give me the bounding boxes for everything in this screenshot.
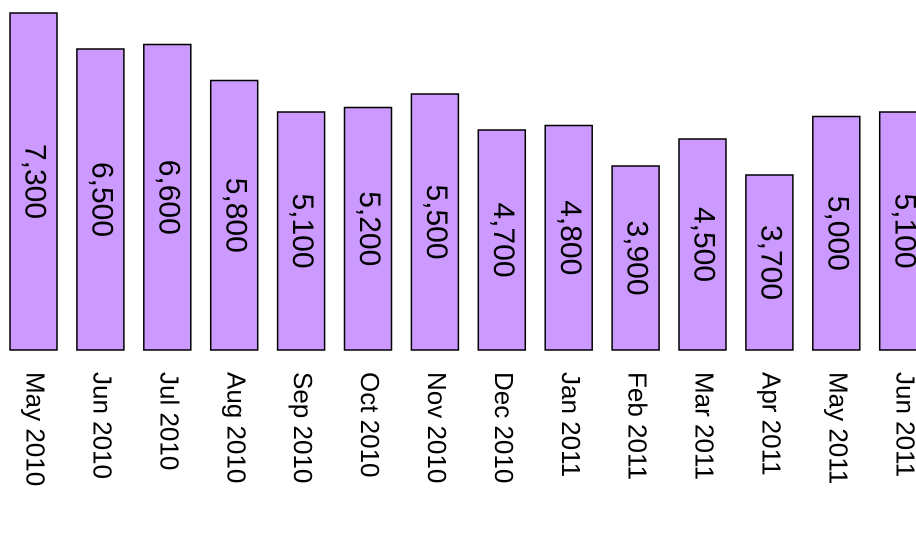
value-label: 3,900 xyxy=(621,220,654,295)
bar xyxy=(745,174,794,351)
x-tick-label: Feb 2011 xyxy=(623,372,653,480)
value-label: 4,500 xyxy=(688,207,721,282)
x-tick-label: Jul 2010 xyxy=(154,372,184,470)
x-tick-label: Aug 2010 xyxy=(221,372,251,483)
x-tick-label: Apr 2011 xyxy=(757,372,787,476)
bar xyxy=(678,138,727,351)
x-tick-label: Mar 2011 xyxy=(690,372,720,480)
bar xyxy=(343,106,393,351)
x-tick-label: Nov 2010 xyxy=(422,372,452,483)
value-label: 6,600 xyxy=(152,160,185,235)
value-label: 4,800 xyxy=(554,200,587,275)
bar xyxy=(812,115,861,351)
bar xyxy=(209,79,259,351)
value-label: 5,800 xyxy=(219,178,252,253)
bar xyxy=(410,93,460,351)
x-tick-label: Jan 2011 xyxy=(556,372,586,477)
x-tick-label: Sep 2010 xyxy=(288,372,318,483)
x-tick-label: Dec 2010 xyxy=(489,372,519,483)
bar xyxy=(9,12,58,351)
bar xyxy=(143,43,192,351)
bar xyxy=(76,48,125,351)
value-label: 4,700 xyxy=(487,202,520,277)
value-label: 5,500 xyxy=(420,184,453,259)
x-tick-label: May 2011 xyxy=(823,372,853,484)
x-tick-label: Oct 2010 xyxy=(355,372,385,478)
value-label: 6,500 xyxy=(85,162,118,237)
bar xyxy=(544,124,593,351)
value-label: 5,200 xyxy=(353,191,386,266)
bar xyxy=(878,111,916,351)
value-label: 5,100 xyxy=(888,193,916,268)
value-label: 5,000 xyxy=(821,196,854,271)
x-tick-label: May 2010 xyxy=(21,372,51,486)
bar xyxy=(276,111,326,351)
bar xyxy=(611,165,660,351)
value-label: 3,700 xyxy=(754,225,787,300)
x-tick-label: Jun 2010 xyxy=(88,372,118,479)
value-label: 7,300 xyxy=(19,144,52,219)
x-tick-label: Jun 2011 xyxy=(890,372,916,477)
bar xyxy=(477,129,527,351)
value-label: 5,100 xyxy=(286,193,319,268)
